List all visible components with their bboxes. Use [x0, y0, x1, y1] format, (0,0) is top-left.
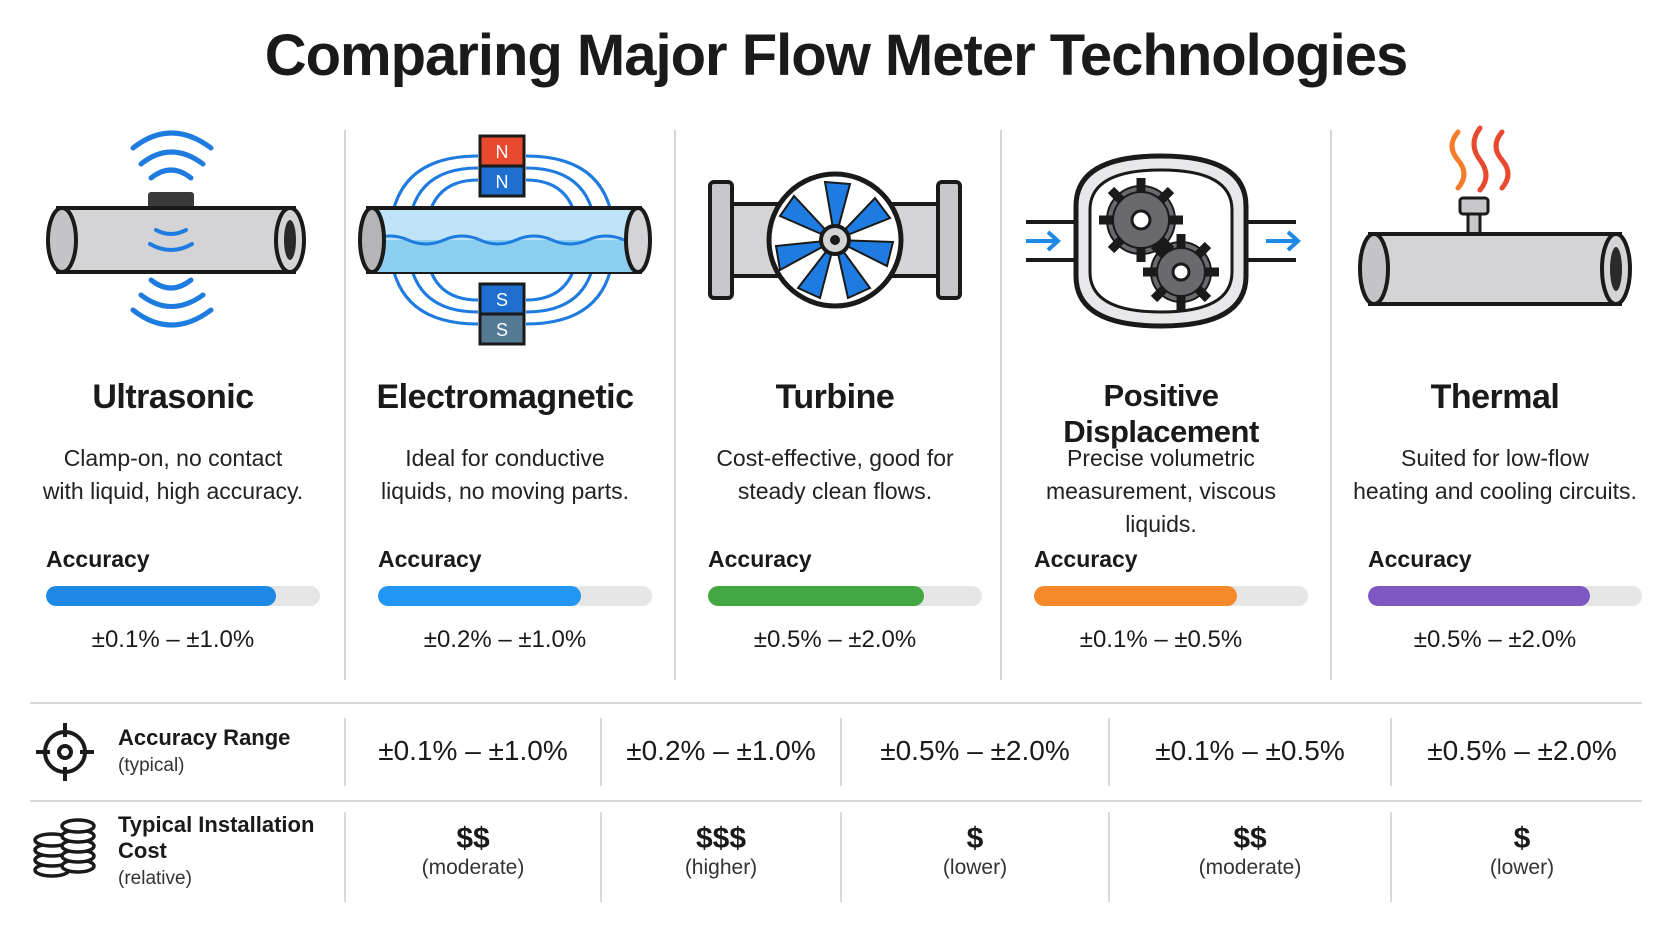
accuracy-label: Accuracy — [1368, 546, 1472, 572]
ultrasonic-pipe-icon — [46, 130, 306, 328]
description-line: heating and cooling circuits. — [1353, 478, 1637, 504]
accuracy-bar — [46, 586, 320, 606]
accuracy-range-cell: ±0.1% – ±1.0% — [378, 735, 568, 766]
svg-text:N: N — [496, 142, 509, 162]
column-divider — [674, 130, 676, 680]
description-line: Clamp-on, no contact — [63, 445, 283, 471]
accuracy-range-cell: ±0.5% – ±2.0% — [880, 735, 1070, 766]
meter-name: Electromagnetic — [376, 378, 634, 416]
description-line: Ideal for conductive — [405, 445, 605, 471]
accuracy-range-cell: ±0.1% – ±0.5% — [1155, 735, 1345, 766]
table-column-divider — [344, 718, 346, 786]
cost-symbol: $$ — [1233, 822, 1267, 855]
cost-note: (moderate) — [421, 856, 525, 879]
accuracy-value: ±0.1% – ±1.0% — [91, 626, 255, 653]
page-title: Comparing Major Flow Meter Technologies — [264, 23, 1409, 88]
cost-symbol: $ — [1513, 822, 1531, 855]
accuracy-range-cell: ±0.2% – ±1.0% — [626, 735, 816, 766]
accuracy-bar-fill — [1368, 586, 1590, 606]
table-column-divider — [840, 812, 842, 902]
meter-description: Ideal for conductive liquids, no moving … — [360, 442, 650, 508]
accuracy-label: Accuracy — [1034, 546, 1138, 572]
accuracy-bar — [1368, 586, 1642, 606]
table-column-divider — [344, 812, 346, 902]
description-line: measurement, viscous liquids. — [1045, 478, 1277, 537]
accuracy-value: ±0.2% – ±1.0% — [423, 626, 587, 653]
meter-name: Positive Displacement — [1063, 378, 1259, 449]
accuracy-range-subtitle: (typical) — [118, 755, 185, 776]
installation-cost-cell: $$ (moderate) — [346, 822, 600, 880]
column-divider — [344, 130, 346, 680]
accuracy-value: ±0.5% – ±2.0% — [753, 626, 917, 653]
table-column-divider — [1108, 718, 1110, 786]
installation-cost-cell: $ (lower) — [842, 822, 1108, 880]
gears-icon — [1026, 153, 1301, 329]
cost-symbol: $$ — [456, 822, 490, 855]
accuracy-label: Accuracy — [46, 546, 150, 572]
accuracy-range-title: Accuracy Range — [118, 725, 291, 750]
table-column-divider — [1390, 812, 1392, 902]
installation-cost-title: Typical Installation Cost — [118, 812, 314, 864]
meter-name: Ultrasonic — [92, 378, 254, 416]
table-column-divider — [600, 812, 602, 902]
heat-pipe-icon — [1358, 125, 1632, 306]
installation-cost-title-line: Typical Installation — [118, 812, 315, 837]
description-line: Cost-effective, good for — [716, 445, 954, 471]
installation-cost-cell: $ (lower) — [1392, 822, 1652, 880]
cost-note: (moderate) — [1198, 856, 1302, 879]
installation-cost-cell: $$ (moderate) — [1110, 822, 1390, 880]
meter-description: Suited for low-flow heating and cooling … — [1350, 442, 1640, 508]
target-icon — [36, 723, 94, 781]
accuracy-bar-fill — [378, 586, 581, 606]
meter-name: Turbine — [775, 378, 895, 416]
meter-description: Cost-effective, good for steady clean fl… — [690, 442, 980, 508]
cost-note: (higher) — [684, 856, 758, 879]
svg-text:S: S — [496, 320, 508, 340]
description-line: with liquid, high accuracy. — [42, 478, 304, 504]
table-row-divider — [30, 800, 1642, 802]
magnet-pipe-icon: N N S S — [358, 134, 652, 346]
cost-symbol: $$$ — [695, 822, 747, 855]
column-divider — [1330, 130, 1332, 680]
meter-column-thermal: Thermal Suited for low-flow heating and … — [1340, 120, 1650, 680]
meter-column-positive-displacement: Positive Displacement Precise volumetric… — [1006, 120, 1316, 680]
coins-icon — [33, 818, 96, 878]
cost-note: (lower) — [1489, 856, 1555, 879]
column-divider — [1000, 130, 1002, 680]
accuracy-label: Accuracy — [708, 546, 812, 572]
installation-cost-title-line: Cost — [118, 838, 167, 863]
meter-column-electromagnetic: N N S S Electromagnetic Ideal for conduc… — [350, 120, 660, 680]
table-column-divider — [1390, 718, 1392, 786]
accuracy-bar-fill — [46, 586, 277, 606]
accuracy-bar — [1034, 586, 1308, 606]
accuracy-bar-fill — [708, 586, 925, 606]
cost-note: (lower) — [942, 856, 1008, 879]
accuracy-value: ±0.5% – ±2.0% — [1413, 626, 1577, 653]
meter-column-turbine: Turbine Cost-effective, good for steady … — [680, 120, 990, 680]
turbine-icon — [708, 171, 962, 309]
description-line: steady clean flows. — [737, 478, 933, 504]
description-line: Precise volumetric — [1067, 445, 1255, 471]
meter-name: Thermal — [1430, 378, 1560, 416]
installation-cost-subtitle: (relative) — [118, 868, 192, 889]
table-column-divider — [840, 718, 842, 786]
accuracy-bar-fill — [1034, 586, 1237, 606]
meter-column-ultrasonic: Ultrasonic Clamp-on, no contact with liq… — [18, 120, 328, 680]
meter-description: Precise volumetric measurement, viscous … — [1016, 442, 1306, 541]
accuracy-label: Accuracy — [378, 546, 482, 572]
installation-cost-cell: $$$ (higher) — [602, 822, 840, 880]
cost-symbol: $ — [966, 822, 984, 855]
meter-description: Clamp-on, no contact with liquid, high a… — [28, 442, 318, 508]
svg-text:N: N — [496, 172, 509, 192]
accuracy-bar — [708, 586, 982, 606]
svg-text:S: S — [496, 290, 508, 310]
table-column-divider — [1108, 812, 1110, 902]
description-line: Suited for low-flow — [1401, 445, 1589, 471]
accuracy-bar — [378, 586, 652, 606]
table-top-divider — [30, 702, 1642, 704]
description-line: liquids, no moving parts. — [380, 478, 629, 504]
table-column-divider — [600, 718, 602, 786]
accuracy-range-cell: ±0.5% – ±2.0% — [1427, 735, 1617, 766]
accuracy-value: ±0.1% – ±0.5% — [1079, 626, 1243, 653]
